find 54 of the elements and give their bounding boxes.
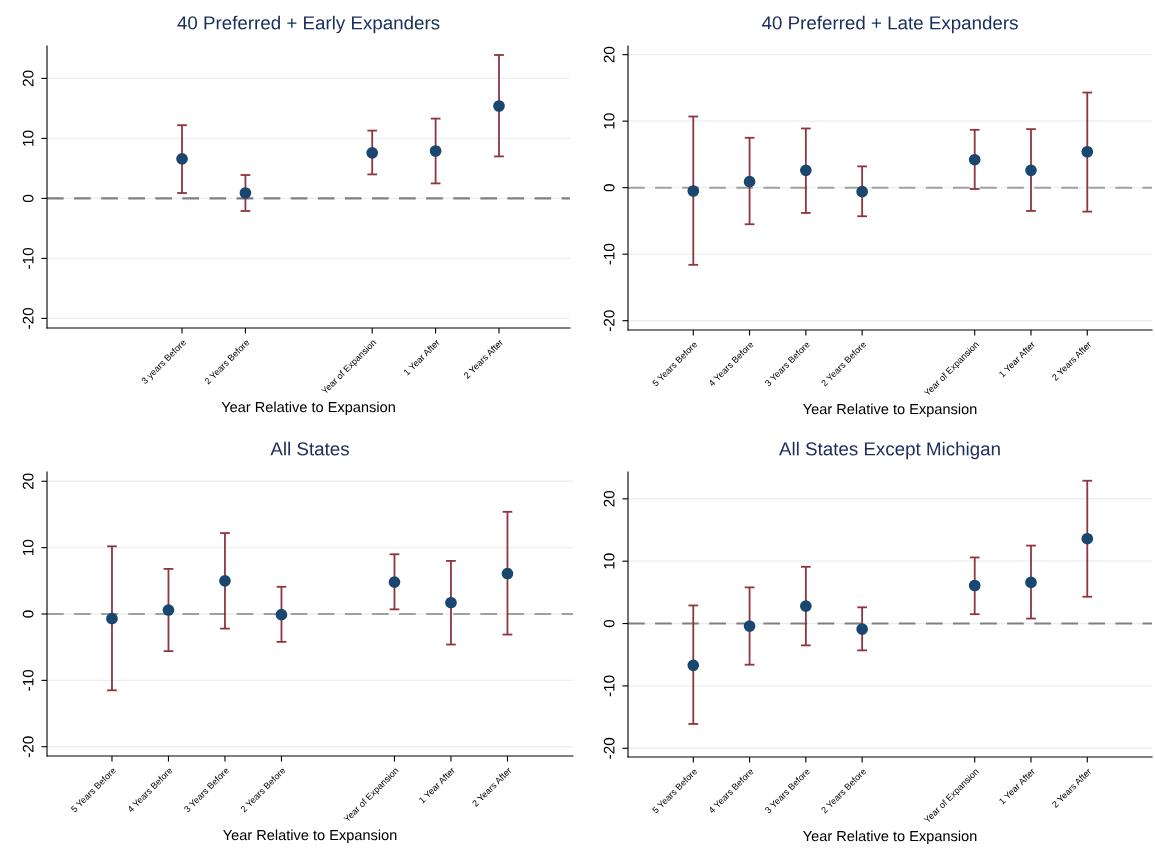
point <box>856 185 868 198</box>
point <box>219 574 231 587</box>
y-tick-label: -10 <box>603 243 615 265</box>
point <box>176 152 188 165</box>
point <box>493 100 505 112</box>
chart-title: 40 Preferred + Early Expanders <box>177 15 440 34</box>
y-tick-label: 0 <box>603 619 615 628</box>
point <box>445 596 457 609</box>
point <box>366 146 379 159</box>
chart-title: 40 Preferred + Late Expanders <box>761 15 1018 34</box>
point <box>1025 576 1037 589</box>
point <box>856 623 868 636</box>
y-tick-label: 10 <box>603 553 615 569</box>
point <box>1081 532 1094 545</box>
y-tick-label: 20 <box>603 490 615 507</box>
y-tick-label: -10 <box>22 247 34 269</box>
point <box>239 187 252 199</box>
y-tick-label: -20 <box>22 307 34 329</box>
y-tick-label: 0 <box>22 194 34 203</box>
point <box>800 600 812 612</box>
y-tick-label: -20 <box>603 737 615 759</box>
x-axis-title: Year Relative to Expansion <box>803 830 977 845</box>
y-tick-label: 0 <box>603 184 615 192</box>
chart-title: All States Except Michigan <box>779 441 1000 460</box>
y-tick-label: -10 <box>603 675 615 697</box>
point <box>743 620 756 632</box>
point <box>106 612 118 625</box>
point <box>501 567 514 580</box>
point <box>743 175 756 188</box>
point <box>429 145 442 157</box>
chart-title: All States <box>270 441 349 456</box>
x-axis-title: Year Relative to Expansion <box>223 829 397 844</box>
y-tick-label: 20 <box>22 473 34 490</box>
y-tick-label: 10 <box>22 130 34 146</box>
point <box>687 185 700 197</box>
y-tick-label: -20 <box>603 310 615 332</box>
y-tick-label: -20 <box>22 736 34 758</box>
y-tick-label: 20 <box>22 70 34 87</box>
point <box>968 579 981 592</box>
point <box>968 153 981 166</box>
y-tick-label: 20 <box>603 46 615 63</box>
point <box>1025 164 1037 177</box>
point <box>800 164 812 177</box>
x-axis-title: Year Relative to Expansion <box>221 401 395 416</box>
point <box>275 608 288 621</box>
point <box>162 604 175 616</box>
y-tick-label: -10 <box>22 669 34 691</box>
y-tick-label: 10 <box>603 113 615 129</box>
point <box>1081 145 1094 158</box>
point <box>388 576 401 588</box>
x-axis-title: Year Relative to Expansion <box>803 403 977 418</box>
y-tick-label: 0 <box>22 610 34 618</box>
y-tick-label: 10 <box>22 539 34 555</box>
point <box>687 659 700 672</box>
